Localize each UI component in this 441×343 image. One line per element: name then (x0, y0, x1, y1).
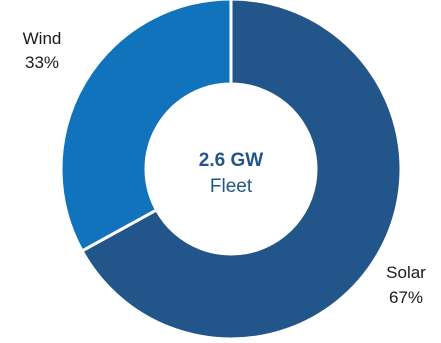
donut-slices (59, 0, 403, 341)
center-caption-label: Fleet (210, 176, 253, 197)
donut-slice-wind (59, 0, 233, 253)
center-value-label: 2.6 GW (199, 150, 263, 171)
solar-slice-label: Solar 67% (386, 263, 426, 307)
wind-category-label: Wind (23, 29, 62, 48)
wind-slice-label: Wind 33% (23, 29, 62, 72)
solar-percent-label: 67% (389, 288, 423, 307)
solar-category-label: Solar (386, 263, 426, 282)
donut-slice-solar (79, 0, 403, 341)
donut-center: 2.6 GW Fleet (199, 150, 263, 197)
wind-percent-label: 33% (25, 53, 59, 72)
